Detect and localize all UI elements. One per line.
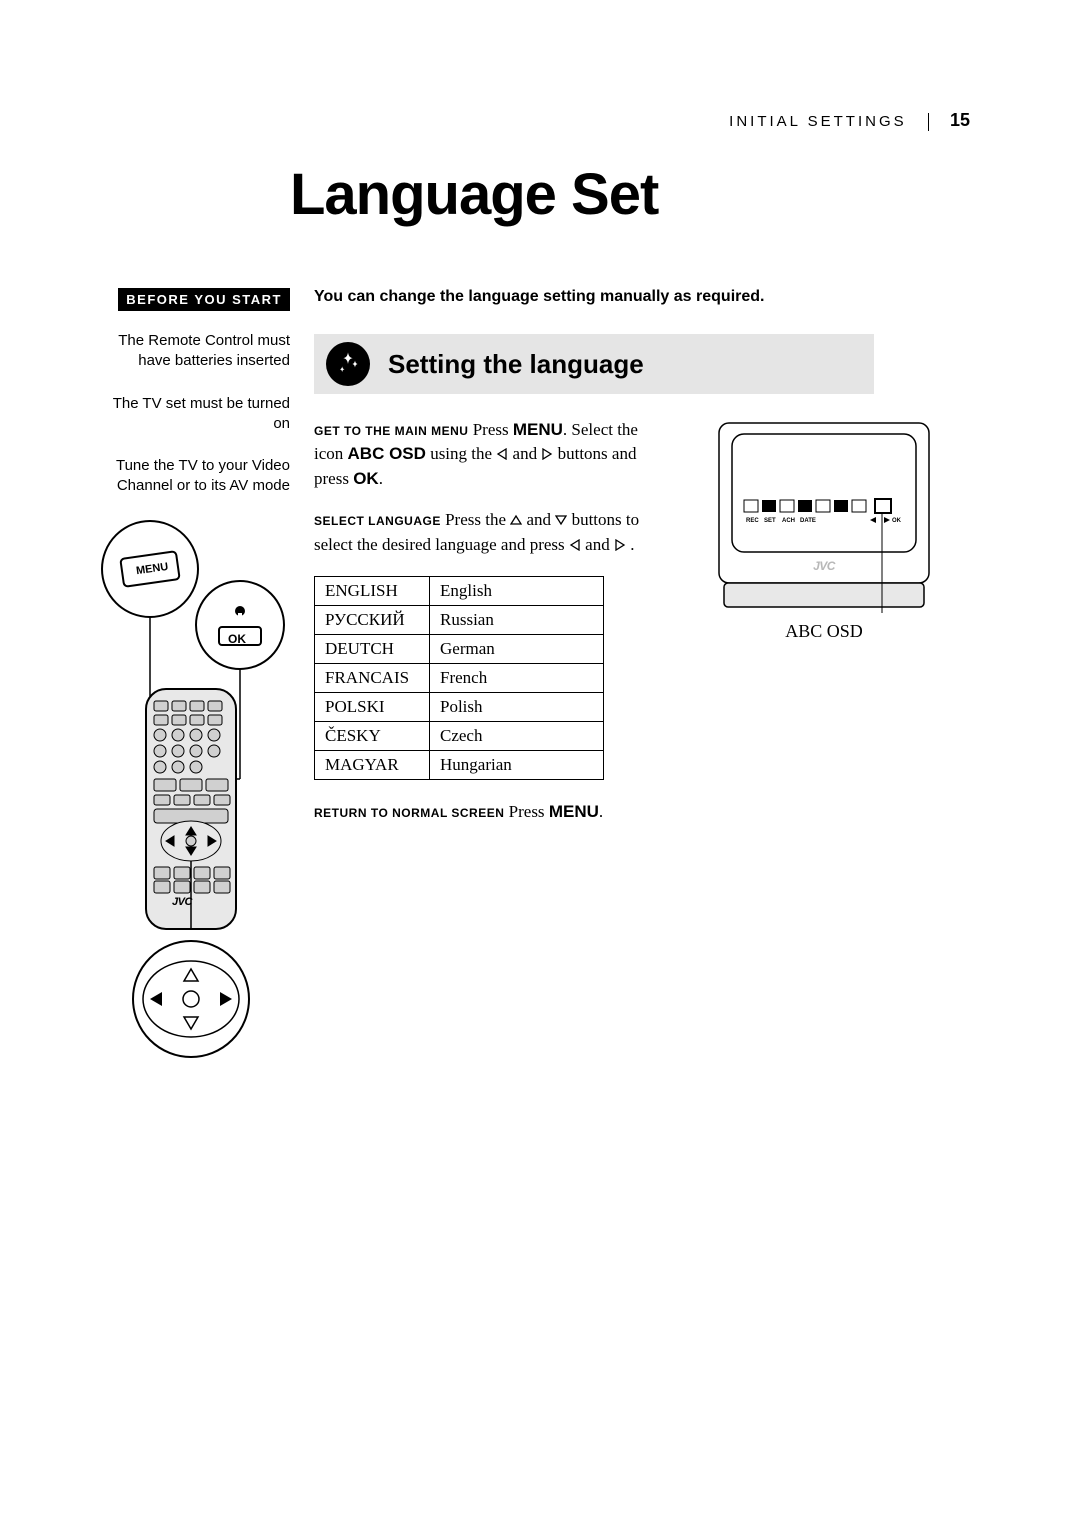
table-row: FRANCAISFrench (315, 664, 604, 693)
table-row: DEUTCHGerman (315, 635, 604, 664)
page-number: 15 (950, 110, 970, 130)
svg-text:JVC: JVC (813, 559, 836, 573)
main-content: You can change the language setting manu… (314, 288, 980, 1079)
table-cell: DEUTCH (315, 635, 430, 664)
table-cell: Polish (430, 693, 604, 722)
section-heading: Setting the language (388, 349, 644, 380)
table-cell: ČESKY (315, 722, 430, 751)
remote-brand-label: JVC (172, 896, 192, 908)
remote-ok-label: OK (228, 632, 246, 646)
triangle-left-icon (569, 534, 581, 558)
step-1-caps: GET TO THE MAIN MENU (314, 424, 468, 438)
sidebar: BEFORE YOU START The Remote Control must… (100, 288, 290, 1079)
table-cell: Russian (430, 606, 604, 635)
table-cell: MAGYAR (315, 751, 430, 780)
table-cell: ENGLISH (315, 577, 430, 606)
abc-osd-ref: ABC OSD (348, 444, 426, 463)
table-cell: German (430, 635, 604, 664)
tv-illustration: REC SET ACH DATE OK JVC (668, 418, 980, 842)
table-cell: FRANCAIS (315, 664, 430, 693)
table-row: POLSKIPolish (315, 693, 604, 722)
table-cell: Czech (430, 722, 604, 751)
step-3: RETURN TO NORMAL SCREEN Press MENU. (314, 800, 644, 824)
table-row: РУССКИЙRussian (315, 606, 604, 635)
page-header: INITIAL SETTINGS 15 (100, 110, 980, 131)
triangle-up-icon (510, 509, 522, 533)
sidebar-note: Tune the TV to your Video Channel or to … (100, 456, 290, 497)
step-1: GET TO THE MAIN MENU Press MENU. Select … (314, 418, 644, 490)
menu-button-ref: MENU (549, 802, 599, 821)
triangle-left-icon (496, 443, 508, 467)
intro-text: You can change the language setting manu… (314, 288, 980, 306)
instructions: GET TO THE MAIN MENU Press MENU. Select … (314, 418, 644, 842)
table-cell: English (430, 577, 604, 606)
svg-text:DATE: DATE (800, 518, 816, 524)
table-cell: РУССКИЙ (315, 606, 430, 635)
table-row: ČESKYCzech (315, 722, 604, 751)
page-title: Language Set (290, 161, 980, 228)
table-row: ENGLISHEnglish (315, 577, 604, 606)
before-you-start-label: BEFORE YOU START (118, 288, 290, 311)
triangle-right-icon (541, 443, 553, 467)
section-bar: Setting the language (314, 334, 874, 394)
sidebar-note: The TV set must be turned on (100, 394, 290, 435)
tv-caption: ABC OSD (668, 621, 980, 642)
section-name: INITIAL SETTINGS (729, 113, 906, 130)
sidebar-note: The Remote Control must have batteries i… (100, 331, 290, 372)
step-3-caps: RETURN TO NORMAL SCREEN (314, 806, 504, 820)
table-cell: Hungarian (430, 751, 604, 780)
table-cell: French (430, 664, 604, 693)
svg-text:SET: SET (764, 518, 776, 524)
header-divider (928, 113, 929, 131)
star-icon (326, 342, 370, 386)
svg-text:OK: OK (892, 518, 902, 524)
svg-text:ACH: ACH (782, 518, 795, 524)
step-2-caps: SELECT LANGUAGE (314, 514, 441, 528)
step-2: SELECT LANGUAGE Press the and buttons to… (314, 508, 644, 558)
triangle-down-icon (555, 509, 567, 533)
ok-button-ref: OK (353, 469, 379, 488)
language-table: ENGLISHEnglishРУССКИЙRussianDEUTCHGerman… (314, 576, 604, 780)
table-row: MAGYARHungarian (315, 751, 604, 780)
table-cell: POLSKI (315, 693, 430, 722)
remote-diagram: MENU OK JVC (100, 519, 290, 1079)
menu-button-ref: MENU (513, 420, 563, 439)
svg-text:REC: REC (746, 518, 759, 524)
triangle-right-icon (614, 534, 626, 558)
